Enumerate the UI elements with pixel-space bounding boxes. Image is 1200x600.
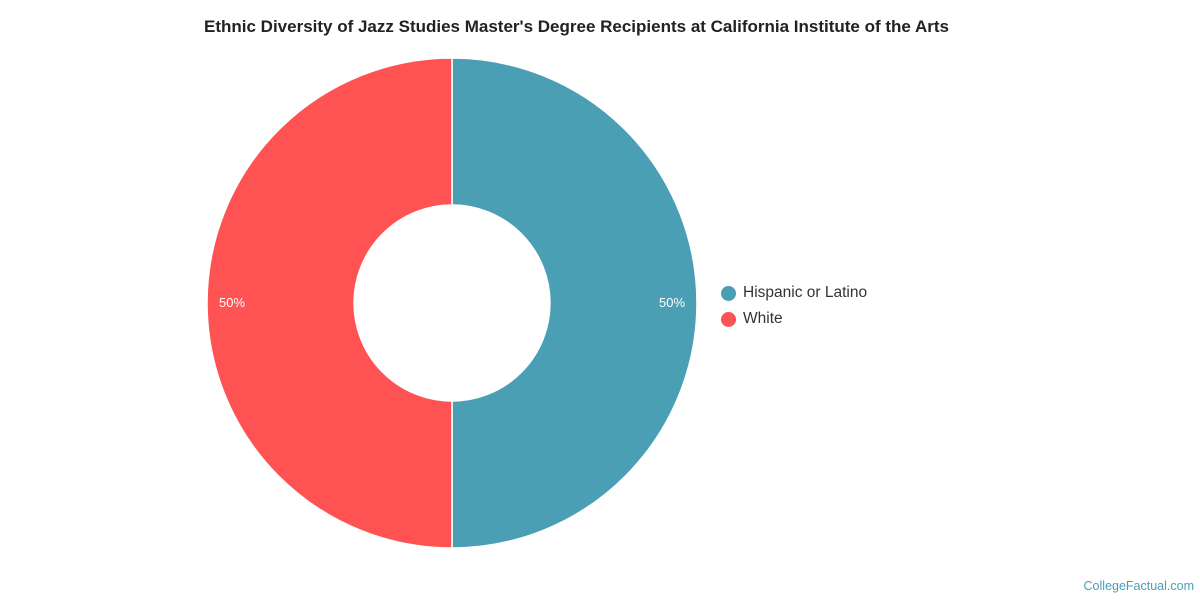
slice-label-white: 50% xyxy=(219,295,245,310)
chart-title: Ethnic Diversity of Jazz Studies Master'… xyxy=(204,17,949,36)
legend-item-hispanic-or-latino[interactable]: Hispanic or Latino xyxy=(721,280,867,306)
legend-swatch-white xyxy=(721,311,736,327)
watermark[interactable]: CollegeFactual.com xyxy=(1083,579,1194,593)
legend-label-hispanic-or-latino: Hispanic or Latino xyxy=(743,284,868,301)
slice-white[interactable] xyxy=(206,57,453,549)
legend-swatch-hispanic-or-latino xyxy=(721,285,736,301)
slice-hispanic-or-latino[interactable] xyxy=(451,57,698,549)
legend-item-white[interactable]: White xyxy=(721,306,867,332)
legend: Hispanic or Latino White xyxy=(721,280,867,332)
legend-label-white: White xyxy=(743,310,783,327)
slice-label-hispanic-or-latino: 50% xyxy=(659,295,685,310)
